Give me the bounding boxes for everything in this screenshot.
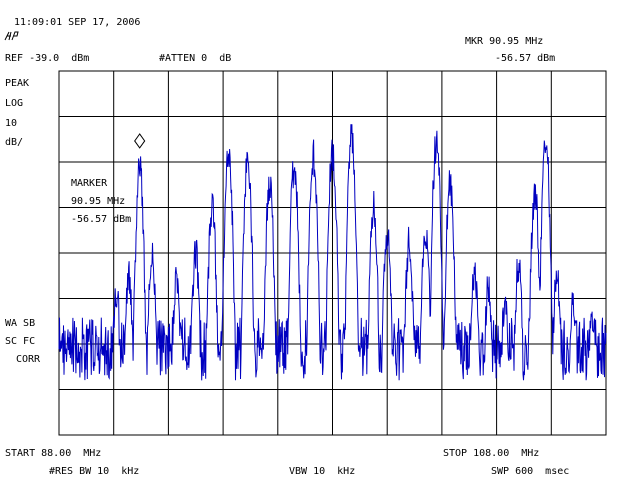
graticule: [58, 70, 607, 436]
corr-indicator: CORR: [16, 354, 41, 365]
stop-frequency: STOP 108.00 MHz: [443, 448, 540, 459]
spectrum-trace: [58, 124, 607, 381]
scale-type: LOG: [5, 98, 24, 109]
resolution-bandwidth: #RES BW 10 kHz: [49, 466, 140, 477]
scale-unit: dB/: [5, 137, 24, 148]
attenuation: #ATTEN 0 dB: [159, 53, 232, 64]
wa-sb-indicator: WA SB: [5, 318, 36, 329]
marker-box-frequency: 90.95 MHz: [71, 196, 126, 207]
start-frequency: START 88.00 MHz: [5, 448, 102, 459]
marker-readout-frequency: MKR 90.95 MHz: [465, 36, 544, 47]
sweep-time: SWP 600 msec: [491, 466, 570, 477]
detector-mode: PEAK: [5, 78, 30, 89]
hp-logo-icon: [4, 31, 19, 41]
timestamp: 11:09:01 SEP 17, 2006: [14, 17, 141, 28]
sc-fc-indicator: SC FC: [5, 336, 36, 347]
reference-level: REF -39.0 dBm: [5, 53, 90, 64]
marker-box-level: -56.57 dBm: [71, 214, 132, 225]
marker-readout-level: -56.57 dBm: [495, 53, 556, 64]
marker-box-title: MARKER: [71, 178, 108, 189]
marker-diamond-icon: [134, 133, 146, 149]
scale-value: 10: [5, 118, 18, 129]
marker-box: [59, 161, 333, 208]
video-bandwidth: VBW 10 kHz: [289, 466, 356, 477]
